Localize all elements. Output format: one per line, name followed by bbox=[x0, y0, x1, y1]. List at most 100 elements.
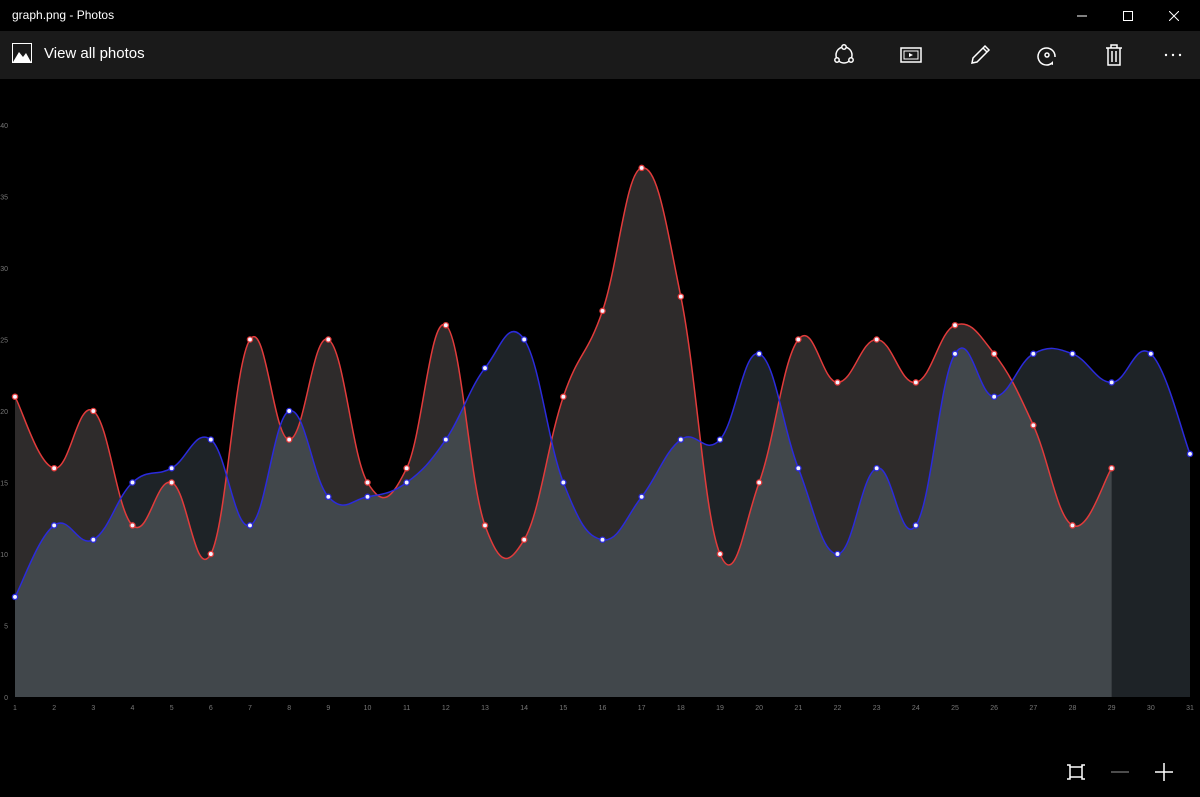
red-data-point bbox=[246, 336, 254, 343]
x-tick-label: 23 bbox=[873, 705, 881, 712]
zoom-out-button[interactable] bbox=[1108, 760, 1132, 784]
x-tick-label: 24 bbox=[912, 705, 920, 712]
x-tick-label: 31 bbox=[1186, 705, 1194, 712]
red-data-point bbox=[912, 379, 920, 386]
rotate-button[interactable] bbox=[1033, 41, 1061, 69]
x-tick-label: 28 bbox=[1069, 705, 1077, 712]
blue-data-point bbox=[442, 436, 450, 443]
x-tick-label: 6 bbox=[209, 705, 213, 712]
red-data-point bbox=[11, 393, 19, 400]
red-data-point bbox=[1030, 422, 1037, 429]
red-data-point bbox=[1108, 464, 1115, 472]
x-tick-label: 19 bbox=[716, 705, 724, 712]
minimize-button[interactable] bbox=[1059, 0, 1105, 31]
y-tick-label: 20 bbox=[0, 409, 8, 416]
view-all-photos-label: View all photos bbox=[44, 44, 145, 62]
blue-data-point bbox=[795, 464, 802, 472]
blue-data-point bbox=[873, 464, 880, 472]
blue-data-point bbox=[990, 393, 998, 400]
title-bar: graph.png - Photos bbox=[0, 0, 1200, 31]
red-data-point bbox=[325, 336, 332, 343]
red-data-point bbox=[481, 522, 489, 529]
minimize-icon bbox=[1077, 15, 1087, 16]
x-tick-label: 15 bbox=[559, 705, 567, 712]
blue-data-point bbox=[207, 436, 215, 443]
red-data-point bbox=[285, 436, 293, 443]
y-tick-label: 0 bbox=[4, 695, 8, 702]
toolbar: View all photos bbox=[0, 31, 1200, 79]
view-all-photos-button[interactable]: View all photos bbox=[12, 43, 145, 63]
red-data-point bbox=[403, 464, 410, 472]
blue-data-point bbox=[90, 536, 97, 543]
window-title: graph.png - Photos bbox=[12, 8, 115, 22]
edit-button[interactable] bbox=[966, 41, 994, 69]
photos-icon bbox=[12, 43, 32, 63]
share-button[interactable] bbox=[830, 41, 858, 69]
blue-data-point bbox=[1186, 450, 1194, 458]
x-tick-label: 18 bbox=[677, 705, 685, 712]
red-data-point bbox=[50, 464, 58, 472]
fit-button[interactable] bbox=[1064, 760, 1088, 784]
delete-button[interactable] bbox=[1100, 41, 1128, 69]
more-button[interactable] bbox=[1159, 41, 1187, 69]
y-tick-label: 15 bbox=[0, 481, 8, 488]
more-icon bbox=[1164, 53, 1182, 57]
maximize-button[interactable] bbox=[1105, 0, 1151, 31]
blue-data-point bbox=[912, 522, 920, 529]
x-tick-label: 8 bbox=[287, 705, 291, 712]
x-tick-label: 7 bbox=[248, 705, 252, 712]
x-tick-label: 21 bbox=[794, 705, 802, 712]
edit-icon bbox=[971, 44, 991, 64]
zoom-out-icon bbox=[1111, 771, 1129, 773]
red-data-point bbox=[873, 336, 880, 343]
y-tick-label: 35 bbox=[0, 195, 8, 202]
blue-data-point bbox=[951, 350, 959, 358]
slideshow-button[interactable] bbox=[897, 41, 925, 69]
maximize-icon bbox=[1123, 10, 1133, 21]
x-tick-label: 17 bbox=[638, 705, 646, 712]
red-data-point bbox=[795, 336, 802, 343]
y-tick-label: 10 bbox=[0, 552, 8, 559]
delete-icon bbox=[1106, 44, 1122, 66]
x-tick-label: 30 bbox=[1147, 705, 1155, 712]
y-tick-label: 25 bbox=[0, 338, 8, 345]
blue-data-point bbox=[246, 522, 254, 529]
red-data-point bbox=[951, 321, 959, 329]
x-tick-label: 3 bbox=[91, 705, 95, 712]
close-button[interactable] bbox=[1151, 0, 1197, 31]
red-data-point bbox=[560, 393, 567, 400]
red-data-point bbox=[1069, 522, 1076, 529]
blue-series-line bbox=[14, 331, 1191, 598]
x-tick-label: 4 bbox=[131, 705, 135, 712]
x-tick-label: 25 bbox=[951, 705, 959, 712]
blue-data-point bbox=[168, 464, 175, 472]
blue-data-point bbox=[599, 536, 606, 543]
red-data-point bbox=[207, 550, 215, 558]
blue-data-point bbox=[1069, 350, 1076, 358]
blue-data-point bbox=[716, 436, 724, 443]
x-tick-label: 27 bbox=[1029, 705, 1037, 712]
blue-data-point bbox=[364, 493, 371, 501]
red-data-point bbox=[990, 350, 998, 358]
blue-data-point bbox=[481, 364, 489, 372]
slideshow-icon bbox=[900, 47, 922, 63]
rotate-icon bbox=[1037, 47, 1056, 66]
blue-data-point bbox=[403, 479, 410, 486]
blue-data-point bbox=[325, 493, 332, 501]
blue-data-point bbox=[677, 436, 685, 443]
x-tick-label: 16 bbox=[599, 705, 607, 712]
red-data-point bbox=[755, 479, 763, 486]
zoom-in-button[interactable] bbox=[1152, 760, 1176, 784]
blue-data-point bbox=[285, 407, 293, 415]
blue-data-point bbox=[1030, 350, 1037, 358]
blue-data-point bbox=[129, 479, 136, 486]
x-tick-label: 26 bbox=[990, 705, 998, 712]
red-data-point bbox=[834, 379, 841, 386]
zoom-in-icon bbox=[1155, 763, 1173, 781]
red-data-point bbox=[638, 164, 645, 172]
overlap-area bbox=[15, 331, 1112, 697]
red-series-line bbox=[14, 167, 1113, 566]
red-data-point bbox=[129, 522, 136, 529]
close-icon bbox=[1169, 10, 1179, 21]
